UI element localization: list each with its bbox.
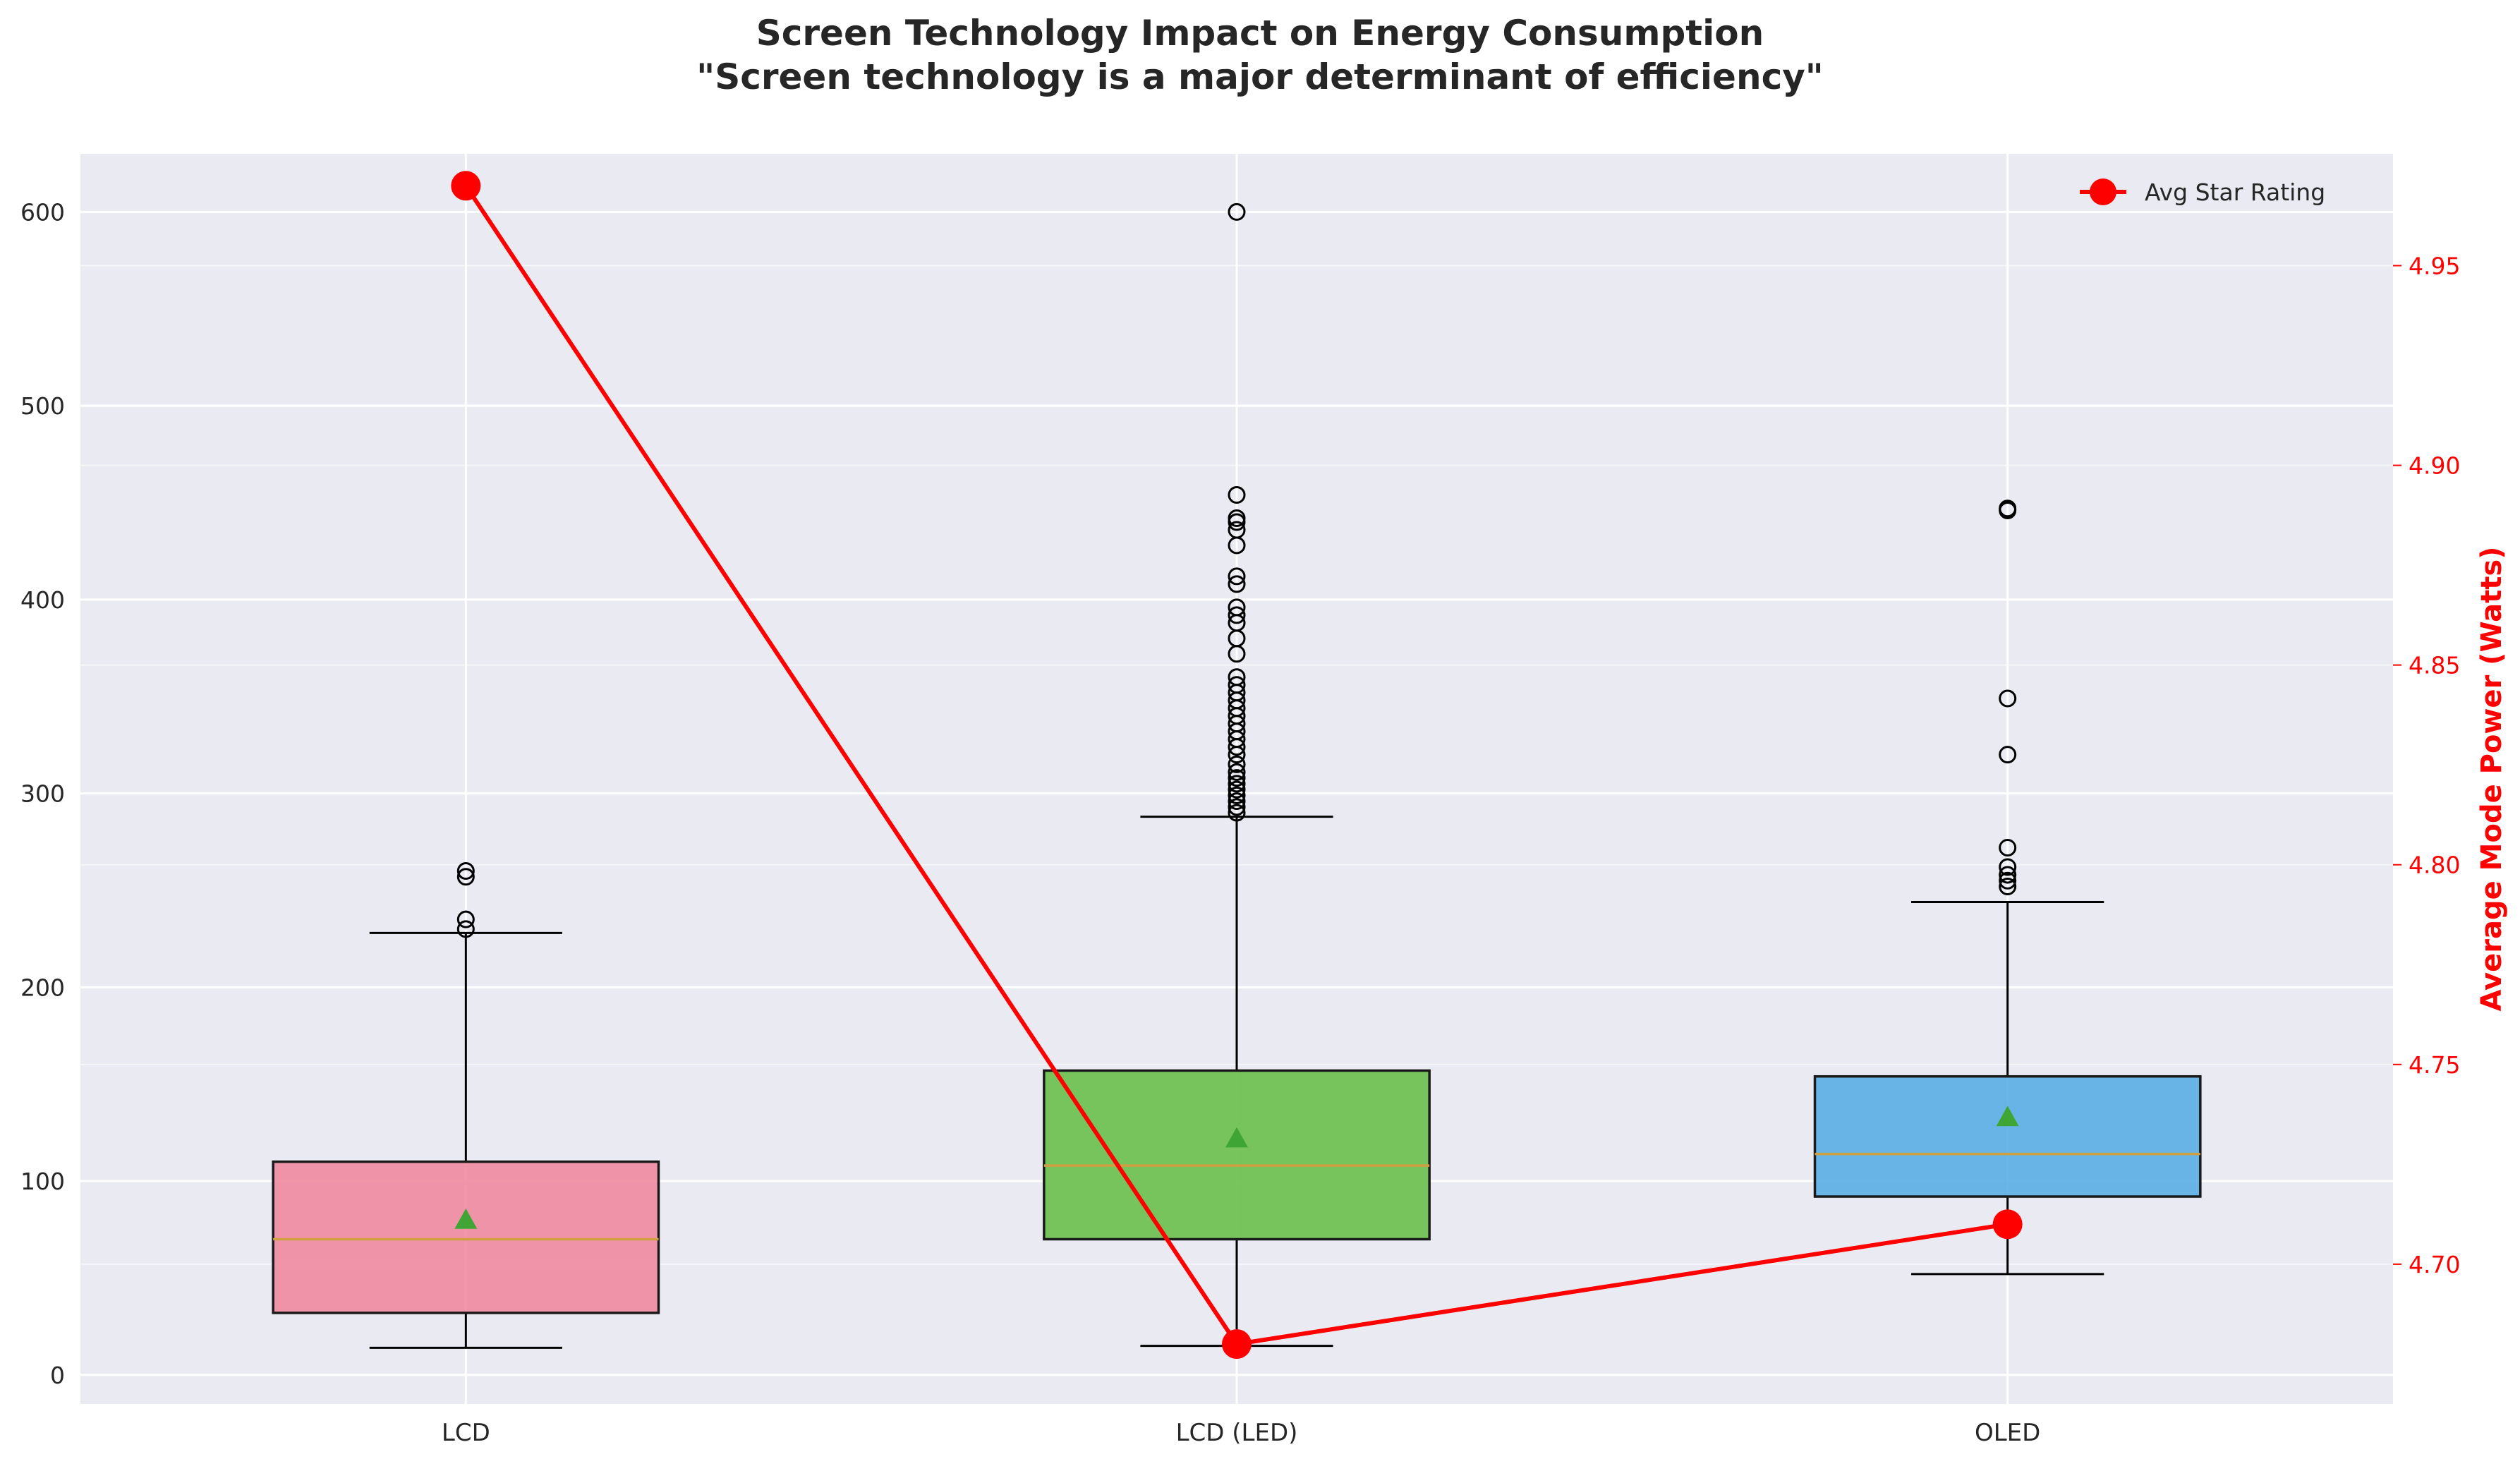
outlier-point	[456, 868, 475, 886]
right-tick-label: 4.90	[2409, 452, 2460, 480]
outlier-point	[1999, 866, 2017, 884]
box-lcd	[272, 861, 660, 1349]
chart-subtitle: "Screen technology is a major determinan…	[696, 56, 1824, 97]
mean-marker	[1996, 1106, 2019, 1127]
star-rating-line	[451, 171, 2023, 1360]
outlier-point	[1228, 202, 1246, 221]
left-tick-label: 300	[20, 780, 65, 808]
right-tick-label: 4.95	[2409, 253, 2460, 280]
box-iqr	[272, 1160, 660, 1314]
right-axis-label: Average Mode Power (Watts)	[2476, 547, 2508, 1012]
outlier-point	[1999, 839, 2017, 857]
left-tick-label: 400	[20, 586, 65, 614]
outlier-point	[1999, 746, 2017, 764]
outlier-point	[1228, 598, 1246, 617]
x-tick-label: LCD	[442, 1419, 490, 1447]
right-tick-label: 4.75	[2409, 1051, 2460, 1079]
x-tick-label: OLED	[1975, 1419, 2040, 1447]
chart-title: Screen Technology Impact on Energy Consu…	[756, 13, 1764, 54]
outlier-point	[1228, 763, 1246, 781]
outlier-point	[1999, 858, 2017, 876]
left-tick-label: 0	[50, 1362, 65, 1389]
mean-marker	[454, 1209, 478, 1229]
box-iqr	[1813, 1074, 2202, 1198]
outlier-point	[456, 861, 475, 880]
outlier-point	[1228, 668, 1246, 686]
outlier-point	[1999, 500, 2017, 518]
outlier-point	[1228, 755, 1246, 773]
axes: 0 100 200 300 400 500 600 4.70 4.75 4.80 4.85 4.90 4…	[20, 198, 2460, 1447]
outlier-point	[1228, 775, 1246, 793]
left-tick-label: 500	[20, 392, 65, 420]
outlier-point	[1228, 567, 1246, 586]
right-tick-label: 4.70	[2409, 1251, 2460, 1278]
box-lcd-led-	[1043, 202, 1431, 1348]
outlier-point	[1228, 521, 1246, 539]
outlier-point	[1999, 871, 2017, 890]
outlier-point	[1228, 798, 1246, 816]
outlier-point	[1228, 575, 1246, 593]
x-tick-label: LCD (LED)	[1176, 1419, 1298, 1447]
left-tick-label: 100	[20, 1168, 65, 1195]
legend: Avg Star Rating	[2080, 178, 2325, 206]
outlier-point	[456, 910, 475, 928]
outlier-point	[1228, 804, 1246, 822]
outlier-point	[1228, 509, 1246, 527]
star-rating-point	[1992, 1209, 2023, 1240]
star-rating-point	[1222, 1329, 1252, 1360]
legend-marker	[2090, 178, 2116, 205]
outlier-point	[1228, 780, 1246, 799]
outlier-point	[1228, 769, 1246, 787]
outlier-point	[1228, 486, 1246, 504]
outlier-point	[1228, 792, 1246, 811]
box-oled	[1813, 500, 2202, 1276]
outlier-point	[1999, 877, 2017, 895]
right-tick-label: 4.85	[2409, 652, 2460, 679]
mean-marker	[1225, 1127, 1248, 1148]
box-plots	[272, 202, 2202, 1349]
left-tick-label: 600	[20, 198, 65, 226]
outlier-point	[1228, 786, 1246, 804]
box-iqr	[1043, 1069, 1431, 1241]
outlier-point	[1228, 606, 1246, 624]
star-rating-point	[451, 171, 481, 201]
outlier-point	[1999, 689, 2017, 708]
legend-label: Avg Star Rating	[2145, 178, 2325, 206]
left-tick-label: 200	[20, 974, 65, 1001]
outlier-point	[456, 920, 475, 938]
outlier-point	[1228, 676, 1246, 694]
right-tick-label: 4.80	[2409, 852, 2460, 879]
